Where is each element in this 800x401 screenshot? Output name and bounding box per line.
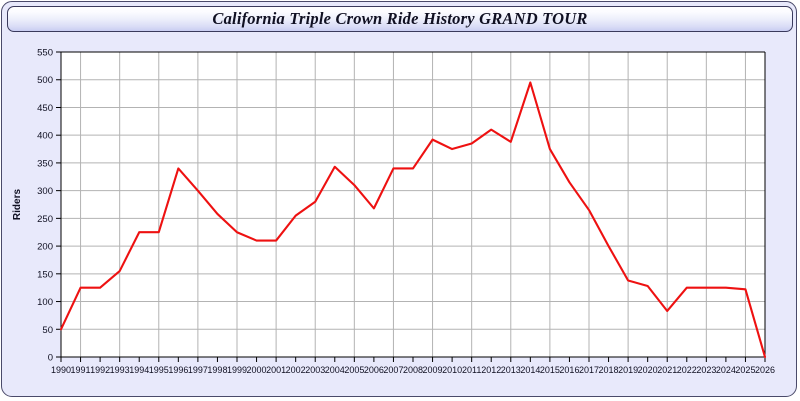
x-tick-label: 2001 (266, 365, 286, 375)
y-tick-label: 450 (37, 103, 53, 114)
y-tick-label: 150 (37, 269, 53, 280)
y-tick-label: 500 (37, 75, 53, 86)
x-tick-label: 2025 (735, 365, 755, 375)
y-tick-label: 350 (37, 158, 53, 169)
x-tick-label: 1990 (51, 365, 71, 375)
x-tick-label: 2011 (462, 365, 481, 375)
y-tick-label: 50 (42, 325, 53, 336)
x-tick-label: 2019 (618, 365, 638, 375)
x-tick-label: 2018 (599, 365, 619, 375)
x-tick-label: 2021 (657, 365, 677, 375)
y-tick-label: 100 (37, 297, 53, 308)
x-tick-label: 2007 (383, 365, 403, 375)
x-tick-label: 2020 (638, 365, 658, 375)
x-tick-label: 2009 (423, 365, 443, 375)
x-tick-label: 2026 (755, 365, 775, 375)
x-tick-label: 2013 (501, 365, 521, 375)
y-axis-label: Riders (12, 189, 23, 221)
axis-lines (60, 51, 766, 358)
x-tick-label: 2014 (520, 365, 540, 375)
y-tick-label: 550 (37, 48, 53, 59)
x-tick-label: 1991 (71, 365, 91, 375)
x-tick-label: 2010 (442, 365, 462, 375)
x-tick-label: 2006 (364, 365, 384, 375)
x-tick-label: 2024 (716, 365, 736, 375)
y-tick-label: 0 (48, 353, 53, 364)
x-axis-ticks: 1990 1991 1992 1993 1994 1995 1996 1997 1998 1999… (51, 357, 775, 375)
x-tick-label: 2015 (540, 365, 560, 375)
x-tick-label: 2005 (344, 365, 364, 375)
plot-area: 0 50 100 150 200 250 300 350 400 450 500 550 1990 19… (2, 34, 796, 396)
x-tick-label: 1997 (188, 365, 208, 375)
data-series-line (59, 81, 767, 359)
plot-background (61, 52, 765, 357)
x-tick-label: 2002 (286, 365, 306, 375)
title-bar: California Triple Crown Ride History GRA… (7, 6, 793, 32)
x-tick-label: 1999 (227, 365, 247, 375)
y-tick-label: 400 (37, 131, 53, 142)
x-tick-label: 2023 (696, 365, 716, 375)
y-axis-ticks: 0 50 100 150 200 250 300 350 400 450 500 550 (37, 48, 61, 364)
x-tick-label: 1995 (149, 365, 169, 375)
y-tick-label: 300 (37, 186, 53, 197)
x-tick-label: 1993 (110, 365, 130, 375)
x-tick-label: 2000 (247, 365, 267, 375)
x-tick-label: 2004 (325, 365, 345, 375)
x-tick-label: 1996 (168, 365, 188, 375)
x-tick-label: 2003 (305, 365, 325, 375)
x-tick-label: 2017 (579, 365, 599, 375)
x-tick-label: 2012 (481, 365, 501, 375)
x-tick-label: 1998 (207, 365, 227, 375)
y-tick-label: 250 (37, 214, 53, 225)
x-tick-label: 2016 (559, 365, 579, 375)
y-tick-label: 200 (37, 242, 53, 253)
x-tick-label: 1992 (90, 365, 110, 375)
x-tick-label: 1994 (129, 365, 149, 375)
page-title: California Triple Crown Ride History GRA… (212, 9, 588, 28)
x-tick-label: 2008 (403, 365, 423, 375)
x-tick-label: 2022 (677, 365, 697, 375)
